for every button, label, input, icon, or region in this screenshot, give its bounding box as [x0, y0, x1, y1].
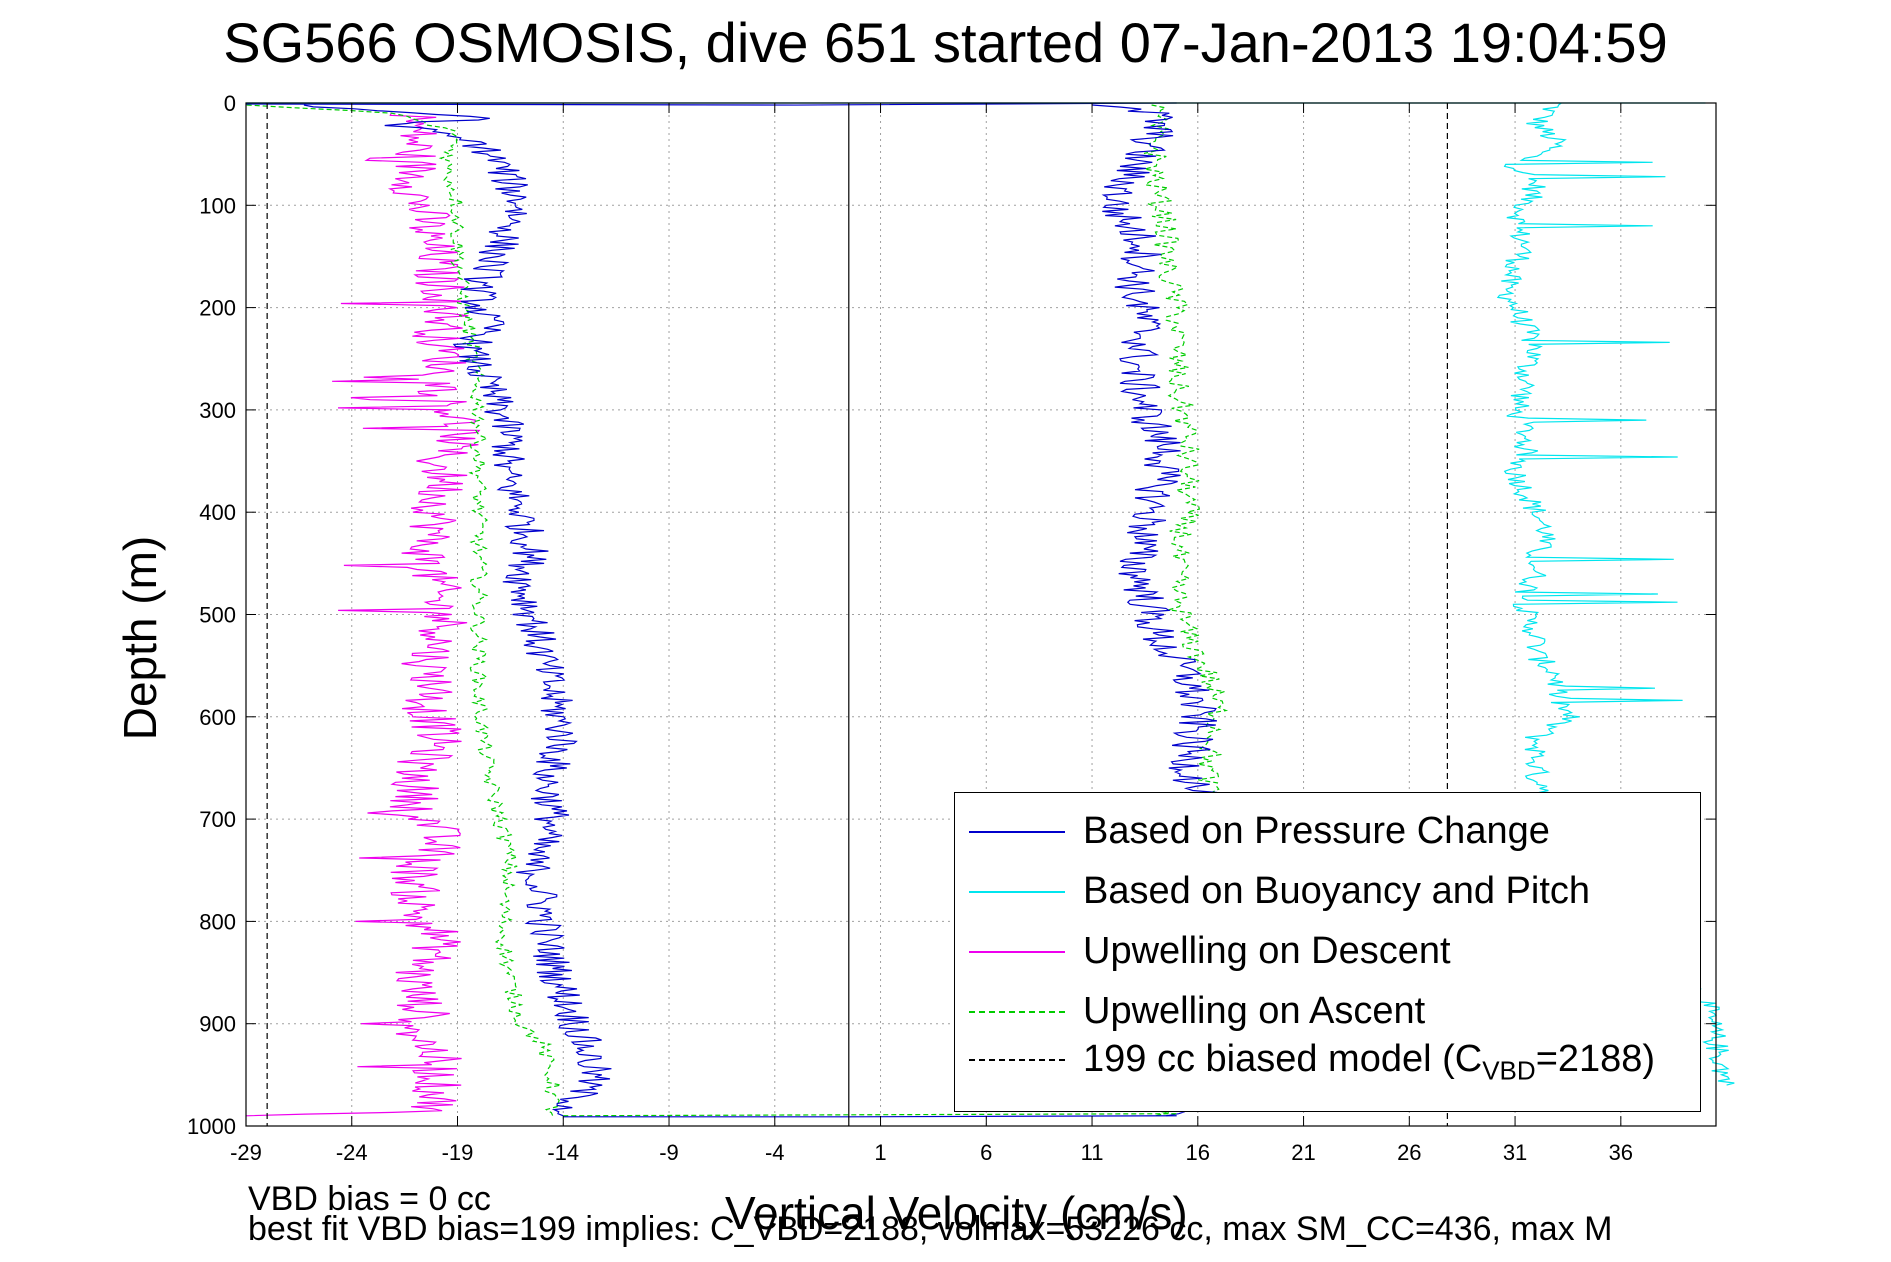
y-tick-label: 900 — [199, 1012, 236, 1037]
legend-item-buoyancy-pitch: Based on Buoyancy and Pitch — [955, 867, 1700, 917]
x-tick-label: 6 — [980, 1140, 992, 1165]
y-tick-label: 200 — [199, 296, 236, 321]
legend-label-prefix: 199 cc biased model (C — [1083, 1038, 1483, 1080]
series-bottom-turn-green — [563, 1113, 1177, 1117]
tick-labels: -29 -24 -19 -14 -9 -4 1 6 11 16 21 26 31 360100200300… — [187, 91, 1633, 1165]
series-upwelling-descent — [245, 112, 481, 1117]
y-tick-label: 600 — [199, 705, 236, 730]
series-upwelling-ascent-descent-branch — [246, 104, 561, 1117]
vbd-bias-note: VBD bias = 0 cc — [248, 1180, 491, 1218]
legend-item-pressure-change: Based on Pressure Change — [955, 807, 1700, 857]
x-tick-label: 26 — [1397, 1140, 1421, 1165]
y-tick-label: 800 — [199, 909, 236, 934]
legend-swatch — [969, 1059, 1065, 1061]
legend-item-upwelling-descent: Upwelling on Descent — [955, 927, 1700, 977]
x-tick-label: -19 — [442, 1140, 474, 1165]
y-tick-label: 1000 — [187, 1114, 236, 1139]
x-tick-label: -24 — [336, 1140, 368, 1165]
x-tick-label: -14 — [547, 1140, 579, 1165]
y-tick-label: 500 — [199, 603, 236, 628]
x-tick-label: 1 — [874, 1140, 886, 1165]
series-surface-turn-blue — [245, 102, 1177, 106]
series-pressure-descent — [303, 104, 612, 1117]
y-tick-label: 300 — [199, 398, 236, 423]
x-tick-label: 16 — [1186, 1140, 1210, 1165]
x-tick-label: -4 — [765, 1140, 785, 1165]
legend-item-biased-model: 199 cc biased model (CVBD=2188) — [955, 1035, 1700, 1086]
legend-swatch — [969, 831, 1065, 833]
x-axis-label: Vertical Velocity (cm/s) — [725, 1187, 1188, 1239]
x-tick-label: -29 — [230, 1140, 262, 1165]
x-tick-label: -9 — [659, 1140, 679, 1165]
legend-label: Upwelling on Ascent — [1083, 990, 1426, 1032]
y-tick-label: 100 — [199, 193, 236, 218]
y-tick-label: 0 — [224, 91, 236, 116]
legend-label: 199 cc biased model (CVBD=2188) — [1083, 1035, 1655, 1095]
x-tick-label: 36 — [1609, 1140, 1633, 1165]
x-tick-label: 11 — [1081, 1140, 1104, 1165]
x-tick-label: 31 — [1503, 1140, 1527, 1165]
legend-label: Upwelling on Descent — [1083, 930, 1451, 972]
legend-swatch — [969, 1011, 1065, 1013]
y-axis-label: Depth (m) — [114, 535, 166, 741]
legend-label: Based on Buoyancy and Pitch — [1083, 870, 1591, 912]
legend-swatch — [969, 951, 1065, 953]
legend: Based on Pressure Change Based on Buoyan… — [954, 792, 1701, 1112]
chart-title: SG566 OSMOSIS, dive 651 started 07-Jan-2… — [223, 11, 1668, 74]
y-tick-label: 700 — [199, 807, 236, 832]
legend-label-suffix: =2188) — [1535, 1038, 1656, 1080]
legend-label: Based on Pressure Change — [1083, 810, 1550, 852]
x-tick-label: 21 — [1291, 1140, 1315, 1165]
legend-label-subscript: VBD — [1482, 1055, 1536, 1086]
best-fit-note: best fit VBD bias=199 implies: C_VBD=218… — [248, 1210, 1613, 1248]
axes — [245, 102, 1717, 1127]
legend-swatch — [969, 891, 1065, 893]
y-tick-label: 400 — [199, 500, 236, 525]
legend-item-upwelling-ascent: Upwelling on Ascent — [955, 987, 1700, 1037]
